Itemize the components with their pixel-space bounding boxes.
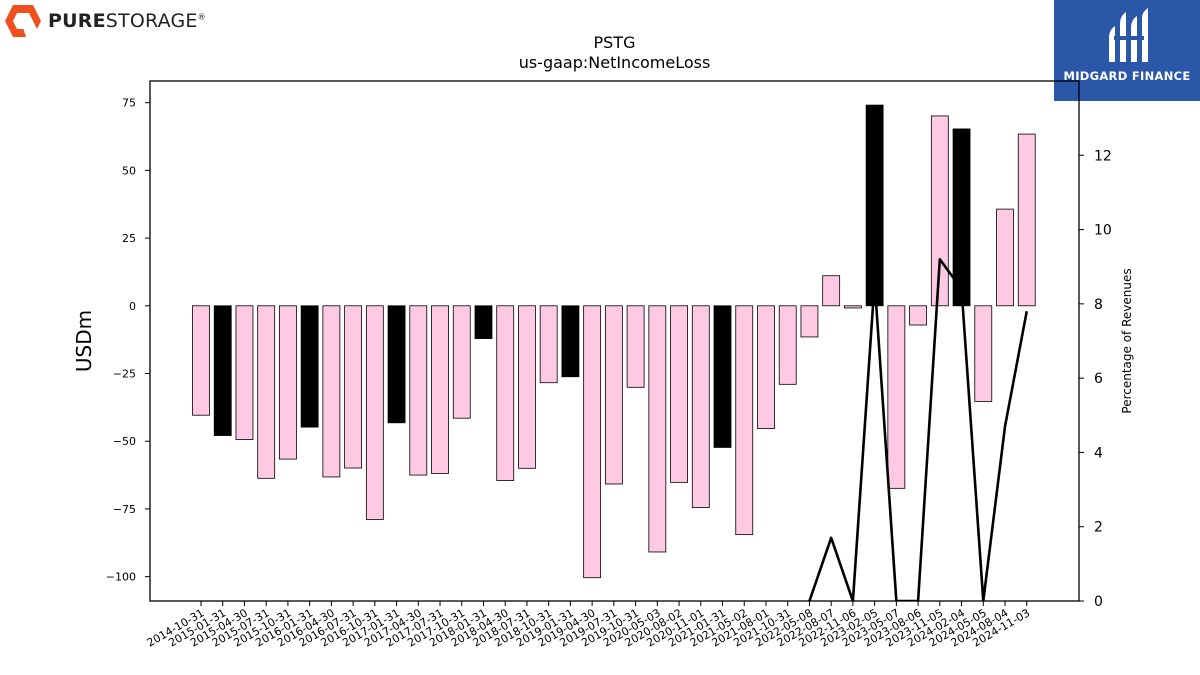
chart-title: PSTG (594, 33, 636, 52)
bar-2018-10-31 (539, 305, 558, 384)
y2-tick-label: 4 (1094, 445, 1103, 461)
y-tick-label: −50 (113, 435, 136, 448)
bar-2024-05-05 (974, 305, 993, 402)
bar-2024-08-04 (996, 208, 1014, 307)
bar-2016-04-30 (322, 305, 341, 478)
bar-2015-07-31 (257, 305, 276, 479)
bar-2021-08-01 (757, 305, 775, 429)
bar-2020-11-01 (691, 305, 710, 508)
pure-storage-logo: PURESTORAGE® (4, 4, 206, 38)
bar-2019-01-31 (561, 305, 580, 378)
y-tick-label: 75 (122, 97, 136, 110)
bar-2017-01-31 (387, 305, 406, 424)
bar-2016-10-31 (365, 305, 384, 520)
midgard-finance-name: MIDGARD FINANCE (1063, 69, 1191, 83)
y-tick-label: −75 (113, 503, 136, 516)
y-tick-label: 0 (129, 300, 136, 313)
bar-2018-04-30 (496, 305, 515, 481)
y-tick-label: 50 (122, 164, 136, 177)
bar-2022-08-07 (822, 275, 841, 307)
bar-2023-05-07 (887, 305, 906, 489)
bar-2023-02-05 (865, 104, 884, 307)
bar-2017-04-30 (409, 305, 428, 476)
bar-2019-04-30 (583, 305, 602, 579)
bar-2017-10-31 (452, 305, 471, 419)
hexagon-logo-icon (5, 5, 41, 37)
bar-2022-05-08 (800, 305, 819, 338)
bar-2021-05-02 (735, 305, 754, 536)
y2-tick-label: 0 (1094, 594, 1103, 610)
y2-tick-label: 12 (1094, 148, 1112, 164)
bar-2015-01-31 (213, 305, 232, 436)
bar-2023-11-05 (930, 115, 949, 307)
midgard-finance-logo: MIDGARD FINANCE (1054, 0, 1200, 101)
bar-2016-07-31 (344, 305, 363, 469)
y-tick-label: −25 (113, 368, 136, 381)
pure-storage-wordmark: PURESTORAGE® (48, 10, 206, 32)
y-axis-label: USDm (72, 310, 96, 372)
bar-2022-11-06 (844, 305, 862, 309)
y2-tick-label: 10 (1094, 223, 1112, 239)
chart-subtitle: us-gaap:NetIncomeLoss (519, 53, 711, 72)
bar-2018-07-31 (518, 305, 536, 469)
y2-tick-label: 2 (1094, 520, 1103, 536)
bar-2023-08-06 (909, 305, 927, 326)
bar-2019-10-31 (626, 305, 645, 388)
y2-axis-label: Percentage of Revenues (1120, 268, 1134, 413)
bar-2017-07-31 (431, 305, 449, 474)
y-tick-label: −100 (106, 571, 136, 584)
bar-2021-10-31 (778, 305, 797, 385)
bar-2020-08-02 (670, 305, 688, 483)
bar-2015-10-31 (279, 305, 297, 460)
y2-tick-label: 6 (1094, 371, 1103, 387)
bar-2020-05-03 (648, 305, 667, 553)
bar-2014-10-31 (192, 305, 210, 416)
midgard-monogram-icon (1109, 8, 1148, 62)
y-tick-label: 25 (122, 232, 136, 245)
plot-frame (149, 80, 1080, 602)
bar-2019-07-31 (604, 305, 623, 485)
bar-2024-11-03 (1017, 133, 1036, 307)
bar-2021-01-31 (713, 305, 732, 448)
bar-2018-01-31 (474, 305, 493, 339)
y2-tick-label: 8 (1094, 297, 1103, 313)
bar-2015-04-30 (235, 305, 254, 440)
line-percentage-of-revenues (808, 257, 1029, 601)
bar-2016-01-31 (300, 305, 319, 428)
